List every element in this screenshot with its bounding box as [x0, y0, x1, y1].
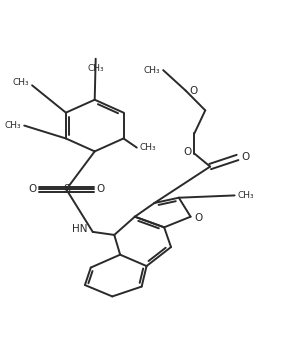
Text: O: O: [195, 213, 203, 223]
Text: CH₃: CH₃: [143, 66, 160, 75]
Text: CH₃: CH₃: [87, 64, 104, 73]
Text: O: O: [242, 152, 250, 163]
Text: O: O: [96, 184, 105, 194]
Text: CH₃: CH₃: [140, 143, 156, 152]
Text: S: S: [63, 184, 70, 194]
Text: CH₃: CH₃: [5, 121, 22, 130]
Text: O: O: [28, 184, 36, 194]
Text: O: O: [189, 86, 198, 96]
Text: O: O: [183, 147, 191, 157]
Text: CH₃: CH₃: [13, 78, 29, 87]
Text: HN: HN: [72, 224, 87, 234]
Text: CH₃: CH₃: [237, 191, 254, 200]
